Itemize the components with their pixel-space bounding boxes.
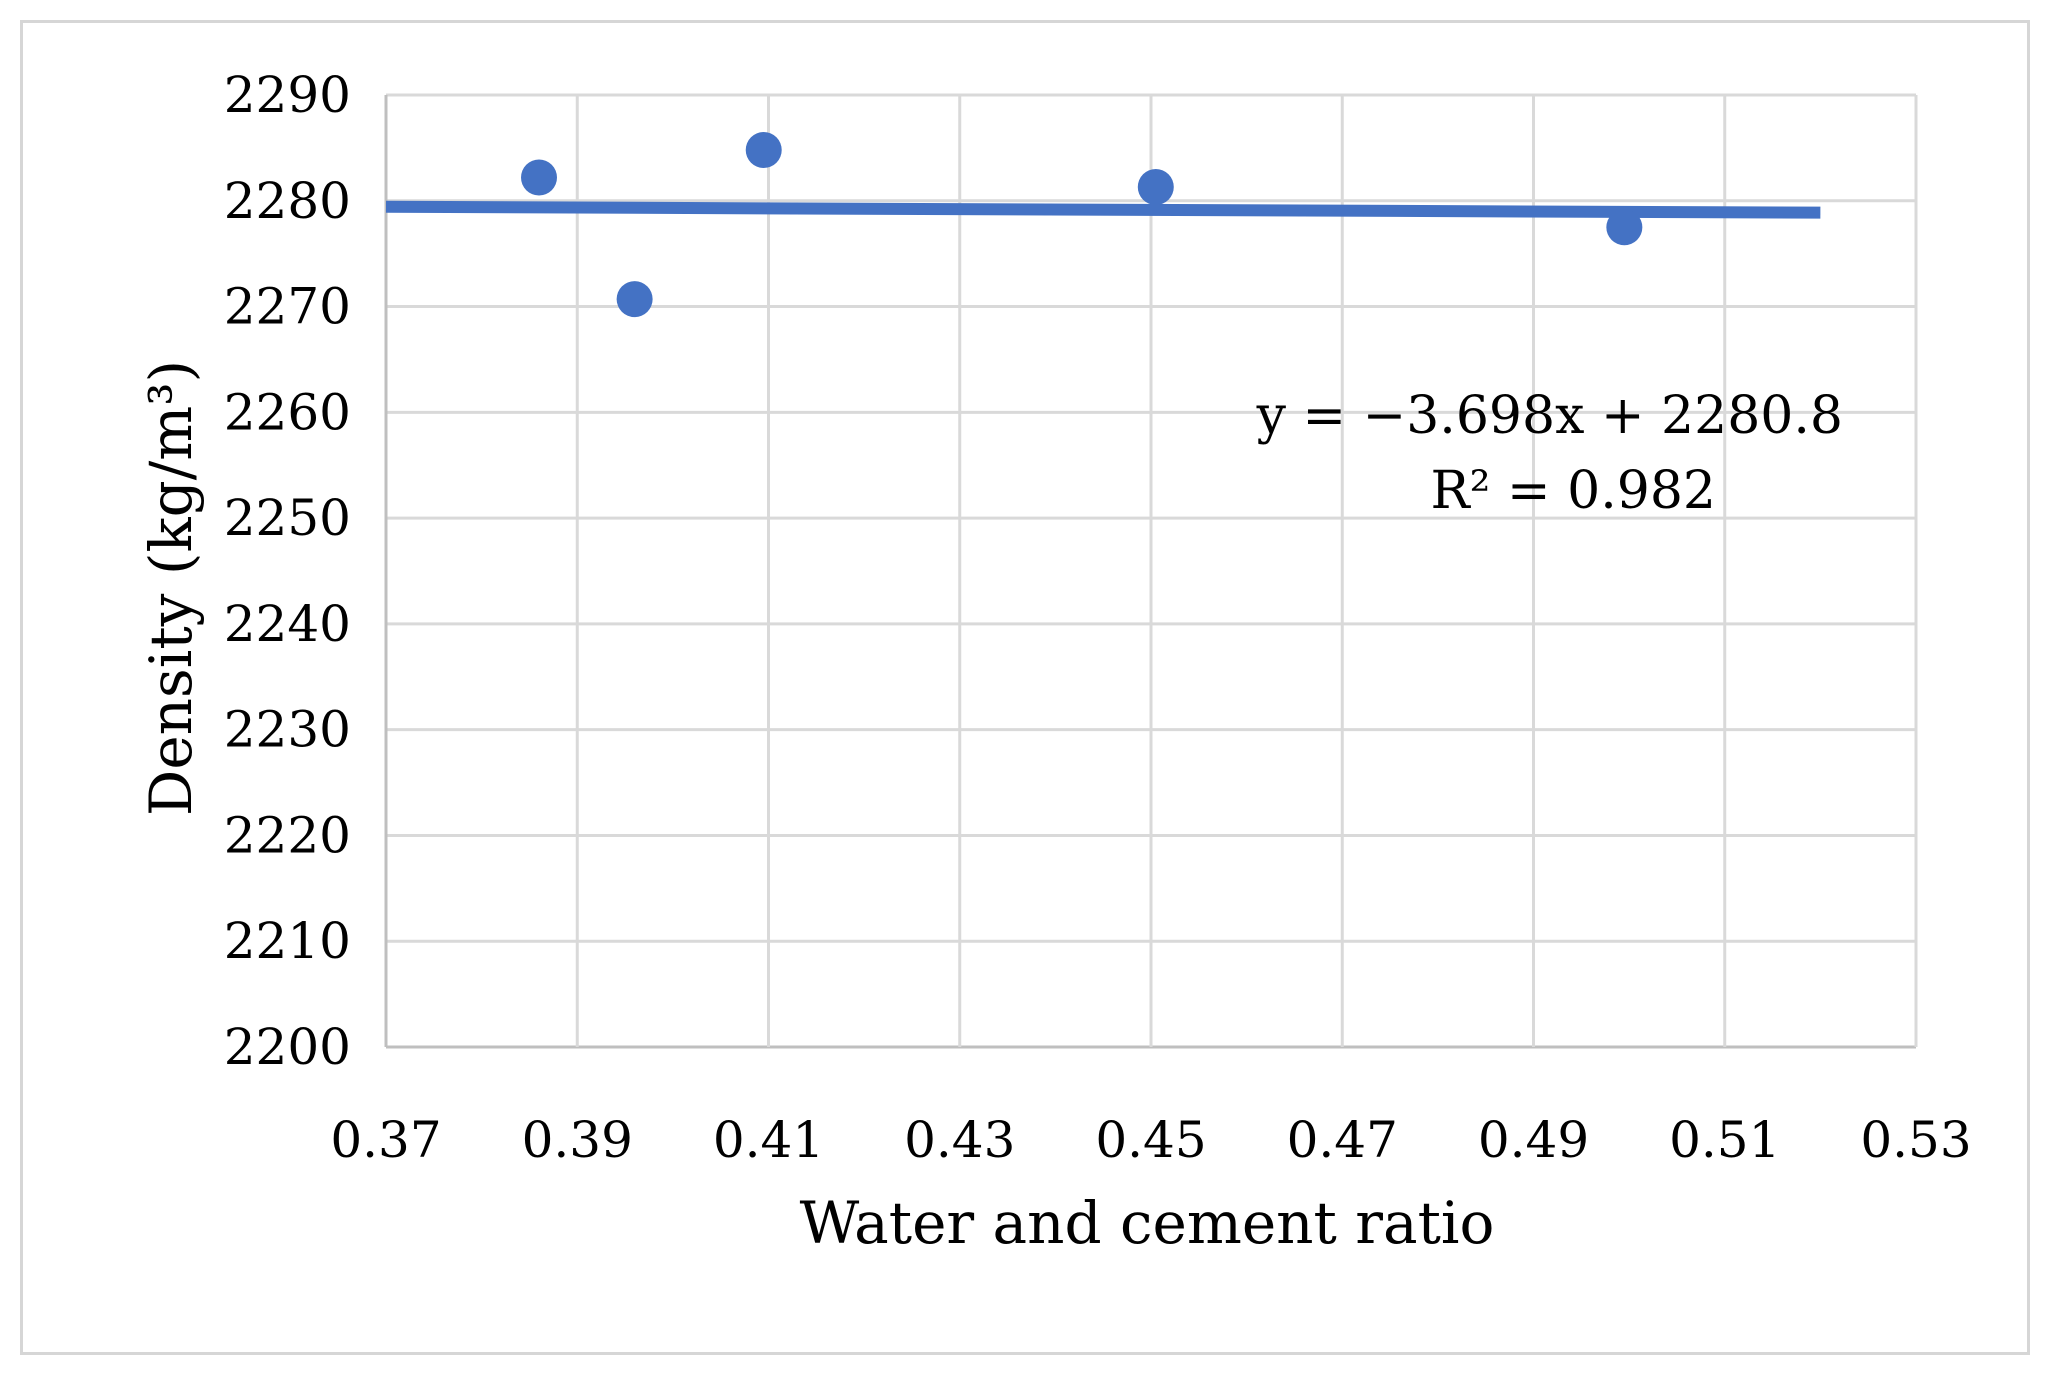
trendline-equation: y = −3.698x + 2280.8 <box>1256 386 1843 446</box>
chart-svg: 2200 2210 2220 2230 2240 2250 2260 2270 2280 2290… <box>137 66 1972 1257</box>
y-tick-label: 2210 <box>224 912 351 970</box>
y-tick-labels: 2200 2210 2220 2230 2240 2250 2260 2270 2280 2290 <box>224 66 351 1076</box>
y-tick-label: 2230 <box>224 701 351 759</box>
x-tick-label: 0.47 <box>1287 1111 1398 1169</box>
y-tick-label: 2240 <box>224 595 351 653</box>
x-tick-label: 0.39 <box>522 1111 633 1169</box>
y-tick-label: 2220 <box>224 806 351 864</box>
y-tick-label: 2250 <box>224 489 351 547</box>
data-point <box>616 281 653 318</box>
trendline <box>385 200 1821 219</box>
x-tick-label: 0.41 <box>713 1111 824 1169</box>
data-point <box>745 132 782 169</box>
x-tick-label: 0.37 <box>330 1111 441 1169</box>
y-tick-label: 2260 <box>224 383 351 441</box>
data-point <box>1606 209 1643 246</box>
x-tick-label: 0.51 <box>1669 1111 1780 1169</box>
y-tick-label: 2280 <box>224 172 351 230</box>
x-tick-label: 0.49 <box>1478 1111 1589 1169</box>
y-tick-label: 2290 <box>224 66 351 124</box>
y-axis-title: Density (kg/m³) <box>137 360 205 816</box>
data-point <box>521 159 557 196</box>
points-layer <box>521 132 1643 318</box>
r-squared-label: R² = 0.982 <box>1431 461 1717 521</box>
x-tick-label: 0.53 <box>1860 1111 1971 1169</box>
x-tick-label: 0.43 <box>904 1111 1015 1169</box>
x-tick-label: 0.45 <box>1095 1111 1206 1169</box>
grid-layer <box>384 93 1918 1049</box>
trend-layer <box>385 200 1821 219</box>
x-tick-labels: 0.37 0.39 0.41 0.43 0.45 0.47 0.49 0.51 0.53 <box>330 1111 1971 1169</box>
x-axis-title: Water and cement ratio <box>800 1189 1495 1257</box>
y-tick-label: 2270 <box>224 278 351 336</box>
data-point <box>1137 169 1174 206</box>
y-tick-label: 2200 <box>224 1018 351 1076</box>
chart-frame: 2200 2210 2220 2230 2240 2250 2260 2270 2280 2290… <box>20 20 2030 1355</box>
